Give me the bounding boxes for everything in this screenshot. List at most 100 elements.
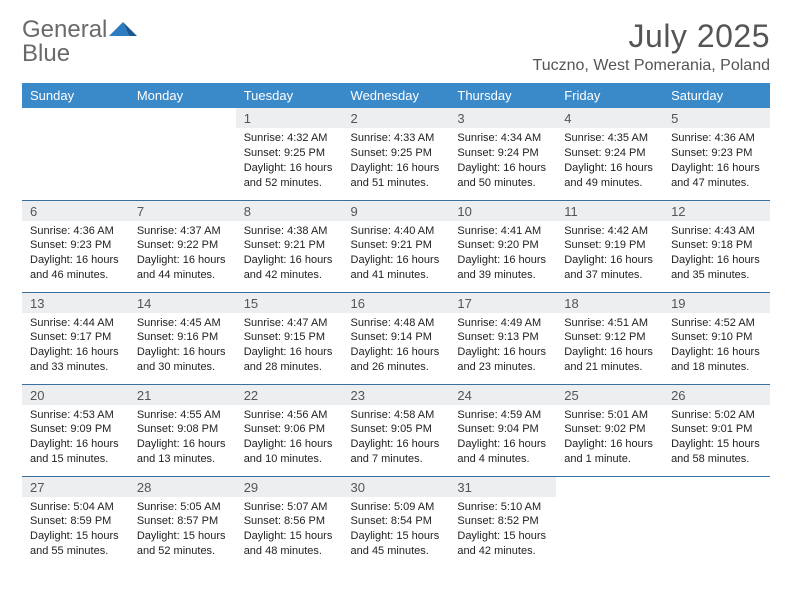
month-title: July 2025 [533, 18, 770, 55]
calendar-cell: 17Sunrise: 4:49 AMSunset: 9:13 PMDayligh… [449, 292, 556, 384]
day-number: 2 [343, 108, 450, 128]
day-number: 12 [663, 201, 770, 221]
calendar-cell: 22Sunrise: 4:56 AMSunset: 9:06 PMDayligh… [236, 384, 343, 476]
calendar-cell: 24Sunrise: 4:59 AMSunset: 9:04 PMDayligh… [449, 384, 556, 476]
day-detail: Sunrise: 4:53 AMSunset: 9:09 PMDaylight:… [22, 405, 129, 473]
day-detail: Sunrise: 4:49 AMSunset: 9:13 PMDaylight:… [449, 313, 556, 381]
calendar-cell: 8Sunrise: 4:38 AMSunset: 9:21 PMDaylight… [236, 200, 343, 292]
calendar-table: SundayMondayTuesdayWednesdayThursdayFrid… [22, 83, 770, 568]
day-number: 29 [236, 477, 343, 497]
day-number: 21 [129, 385, 236, 405]
calendar-cell: 13Sunrise: 4:44 AMSunset: 9:17 PMDayligh… [22, 292, 129, 384]
day-number: 17 [449, 293, 556, 313]
calendar-cell: 21Sunrise: 4:55 AMSunset: 9:08 PMDayligh… [129, 384, 236, 476]
day-detail: Sunrise: 5:10 AMSunset: 8:52 PMDaylight:… [449, 497, 556, 565]
day-detail: Sunrise: 4:52 AMSunset: 9:10 PMDaylight:… [663, 313, 770, 381]
day-number: 28 [129, 477, 236, 497]
day-number: 30 [343, 477, 450, 497]
calendar-cell: 30Sunrise: 5:09 AMSunset: 8:54 PMDayligh… [343, 476, 450, 568]
day-detail: Sunrise: 4:36 AMSunset: 9:23 PMDaylight:… [22, 221, 129, 289]
weekday-header: Friday [556, 83, 663, 108]
day-detail: Sunrise: 5:05 AMSunset: 8:57 PMDaylight:… [129, 497, 236, 565]
calendar-cell: 23Sunrise: 4:58 AMSunset: 9:05 PMDayligh… [343, 384, 450, 476]
calendar-cell: .. [129, 108, 236, 200]
calendar-cell: 4Sunrise: 4:35 AMSunset: 9:24 PMDaylight… [556, 108, 663, 200]
calendar-cell: 12Sunrise: 4:43 AMSunset: 9:18 PMDayligh… [663, 200, 770, 292]
day-detail: Sunrise: 4:44 AMSunset: 9:17 PMDaylight:… [22, 313, 129, 381]
day-number: 7 [129, 201, 236, 221]
calendar-cell: 9Sunrise: 4:40 AMSunset: 9:21 PMDaylight… [343, 200, 450, 292]
title-block: July 2025 Tuczno, West Pomerania, Poland [533, 18, 770, 75]
calendar-cell: 18Sunrise: 4:51 AMSunset: 9:12 PMDayligh… [556, 292, 663, 384]
day-detail: Sunrise: 4:55 AMSunset: 9:08 PMDaylight:… [129, 405, 236, 473]
day-detail: Sunrise: 5:01 AMSunset: 9:02 PMDaylight:… [556, 405, 663, 473]
day-detail: Sunrise: 4:33 AMSunset: 9:25 PMDaylight:… [343, 128, 450, 196]
day-number: 16 [343, 293, 450, 313]
day-number: 24 [449, 385, 556, 405]
logo: General Blue [22, 18, 139, 66]
calendar-cell: 3Sunrise: 4:34 AMSunset: 9:24 PMDaylight… [449, 108, 556, 200]
calendar-cell: 29Sunrise: 5:07 AMSunset: 8:56 PMDayligh… [236, 476, 343, 568]
calendar-cell: 19Sunrise: 4:52 AMSunset: 9:10 PMDayligh… [663, 292, 770, 384]
day-number: 5 [663, 108, 770, 128]
day-detail: Sunrise: 4:43 AMSunset: 9:18 PMDaylight:… [663, 221, 770, 289]
day-number: 14 [129, 293, 236, 313]
day-detail: Sunrise: 4:59 AMSunset: 9:04 PMDaylight:… [449, 405, 556, 473]
day-detail: Sunrise: 5:02 AMSunset: 9:01 PMDaylight:… [663, 405, 770, 473]
day-detail: Sunrise: 4:41 AMSunset: 9:20 PMDaylight:… [449, 221, 556, 289]
calendar-cell: 26Sunrise: 5:02 AMSunset: 9:01 PMDayligh… [663, 384, 770, 476]
calendar-cell: 10Sunrise: 4:41 AMSunset: 9:20 PMDayligh… [449, 200, 556, 292]
calendar-week-row: 27Sunrise: 5:04 AMSunset: 8:59 PMDayligh… [22, 476, 770, 568]
day-detail: Sunrise: 4:51 AMSunset: 9:12 PMDaylight:… [556, 313, 663, 381]
day-detail: Sunrise: 4:56 AMSunset: 9:06 PMDaylight:… [236, 405, 343, 473]
header: General Blue July 2025 Tuczno, West Pome… [22, 18, 770, 75]
calendar-cell: .. [22, 108, 129, 200]
day-number: 10 [449, 201, 556, 221]
calendar-cell: 14Sunrise: 4:45 AMSunset: 9:16 PMDayligh… [129, 292, 236, 384]
calendar-week-row: ....1Sunrise: 4:32 AMSunset: 9:25 PMDayl… [22, 108, 770, 200]
calendar-cell: 20Sunrise: 4:53 AMSunset: 9:09 PMDayligh… [22, 384, 129, 476]
day-number: 15 [236, 293, 343, 313]
day-number: 26 [663, 385, 770, 405]
day-number: 20 [22, 385, 129, 405]
logo-word1: General [22, 16, 107, 43]
location-subtitle: Tuczno, West Pomerania, Poland [533, 57, 770, 75]
weekday-header: Monday [129, 83, 236, 108]
day-detail: Sunrise: 4:38 AMSunset: 9:21 PMDaylight:… [236, 221, 343, 289]
day-number: 1 [236, 108, 343, 128]
day-number: 8 [236, 201, 343, 221]
weekday-header: Tuesday [236, 83, 343, 108]
day-number: 31 [449, 477, 556, 497]
day-detail: Sunrise: 4:45 AMSunset: 9:16 PMDaylight:… [129, 313, 236, 381]
calendar-cell: 27Sunrise: 5:04 AMSunset: 8:59 PMDayligh… [22, 476, 129, 568]
day-detail: Sunrise: 4:35 AMSunset: 9:24 PMDaylight:… [556, 128, 663, 196]
calendar-week-row: 6Sunrise: 4:36 AMSunset: 9:23 PMDaylight… [22, 200, 770, 292]
weekday-header: Thursday [449, 83, 556, 108]
calendar-week-row: 20Sunrise: 4:53 AMSunset: 9:09 PMDayligh… [22, 384, 770, 476]
day-number: 23 [343, 385, 450, 405]
calendar-cell: 2Sunrise: 4:33 AMSunset: 9:25 PMDaylight… [343, 108, 450, 200]
calendar-cell: 5Sunrise: 4:36 AMSunset: 9:23 PMDaylight… [663, 108, 770, 200]
day-number: 27 [22, 477, 129, 497]
day-number: 22 [236, 385, 343, 405]
day-detail: Sunrise: 4:48 AMSunset: 9:14 PMDaylight:… [343, 313, 450, 381]
day-detail: Sunrise: 4:58 AMSunset: 9:05 PMDaylight:… [343, 405, 450, 473]
calendar-cell: 11Sunrise: 4:42 AMSunset: 9:19 PMDayligh… [556, 200, 663, 292]
day-detail: Sunrise: 5:09 AMSunset: 8:54 PMDaylight:… [343, 497, 450, 565]
day-number: 9 [343, 201, 450, 221]
calendar-cell: 15Sunrise: 4:47 AMSunset: 9:15 PMDayligh… [236, 292, 343, 384]
calendar-week-row: 13Sunrise: 4:44 AMSunset: 9:17 PMDayligh… [22, 292, 770, 384]
calendar-cell: 16Sunrise: 4:48 AMSunset: 9:14 PMDayligh… [343, 292, 450, 384]
day-detail: Sunrise: 4:40 AMSunset: 9:21 PMDaylight:… [343, 221, 450, 289]
day-detail: Sunrise: 4:36 AMSunset: 9:23 PMDaylight:… [663, 128, 770, 196]
day-number: 13 [22, 293, 129, 313]
triangle-icon [109, 18, 139, 45]
day-detail: Sunrise: 5:07 AMSunset: 8:56 PMDaylight:… [236, 497, 343, 565]
calendar-cell: 25Sunrise: 5:01 AMSunset: 9:02 PMDayligh… [556, 384, 663, 476]
day-detail: Sunrise: 4:47 AMSunset: 9:15 PMDaylight:… [236, 313, 343, 381]
day-number: 18 [556, 293, 663, 313]
calendar-cell: 1Sunrise: 4:32 AMSunset: 9:25 PMDaylight… [236, 108, 343, 200]
calendar-cell: 6Sunrise: 4:36 AMSunset: 9:23 PMDaylight… [22, 200, 129, 292]
weekday-header-row: SundayMondayTuesdayWednesdayThursdayFrid… [22, 83, 770, 108]
calendar-cell: 28Sunrise: 5:05 AMSunset: 8:57 PMDayligh… [129, 476, 236, 568]
